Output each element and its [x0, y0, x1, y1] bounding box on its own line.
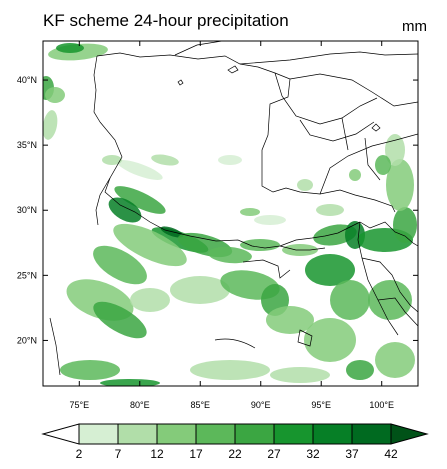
- precip-blob: [60, 360, 120, 380]
- precip-blob: [386, 159, 414, 211]
- map-frame: [42, 40, 419, 387]
- colorbar-swatch: [156, 423, 197, 445]
- precip-blob: [346, 360, 374, 380]
- lon-label: 75°E: [69, 400, 89, 410]
- lon-label: 85°E: [190, 400, 210, 410]
- precip-blob: [102, 155, 122, 165]
- lat-label: 30°N: [17, 205, 37, 215]
- colorbar-level-label: 7: [115, 447, 122, 461]
- precip-blob: [393, 207, 417, 243]
- colorbar-level-label: 22: [228, 447, 242, 461]
- colorbar-level-label: 2: [76, 447, 83, 461]
- precip-blob: [114, 186, 166, 214]
- lat-label: 35°N: [17, 140, 37, 150]
- precip-blob: [349, 169, 361, 181]
- precip-blob: [304, 318, 356, 362]
- precip-blob: [151, 154, 179, 166]
- precip-blob: [93, 301, 147, 339]
- colorbar-low-triangle: [41, 423, 80, 445]
- precip-blob: [368, 280, 412, 320]
- precip-blob: [117, 160, 163, 180]
- colorbar-level-label: 42: [384, 447, 398, 461]
- precip-blob: [208, 246, 252, 264]
- precip-blob: [316, 204, 344, 216]
- precip-blob: [385, 134, 405, 166]
- precip-blob: [45, 87, 65, 103]
- lat-label: 25°N: [17, 270, 37, 280]
- colorbar: 2 7 12 17 22 27 32 37 42: [41, 423, 429, 461]
- precip-blob: [240, 239, 280, 251]
- colorbar-level-label: 27: [267, 447, 281, 461]
- lat-label: 40°N: [17, 75, 37, 85]
- precip-blob: [93, 245, 147, 285]
- precip-blob: [113, 223, 187, 267]
- colorbar-level-label: 12: [150, 447, 164, 461]
- lon-label: 95°E: [311, 400, 331, 410]
- precip-blob: [240, 208, 260, 216]
- precip-blob: [266, 306, 314, 334]
- precip-blob: [100, 379, 160, 386]
- colorbar-level-label: 37: [345, 447, 359, 461]
- lon-label: 90°E: [251, 400, 271, 410]
- colorbar-swatch: [78, 423, 119, 445]
- precip-blob: [130, 288, 170, 312]
- precip-blob: [218, 155, 242, 165]
- precipitation-field: [43, 43, 417, 386]
- colorbar-swatch: [195, 423, 236, 445]
- precip-blob: [305, 254, 355, 286]
- latitude-axis: 40°N 35°N 30°N 25°N 20°N: [17, 75, 418, 345]
- precip-blob: [43, 110, 58, 140]
- precip-blob: [270, 367, 330, 383]
- map-title: KF scheme 24-hour precipitation: [43, 11, 289, 30]
- lon-label: 100°E: [369, 400, 394, 410]
- colorbar-swatch: [234, 423, 275, 445]
- precip-blob: [375, 342, 415, 378]
- lat-label: 20°N: [17, 335, 37, 345]
- lon-label: 80°E: [130, 400, 150, 410]
- colorbar-swatch: [351, 423, 392, 445]
- precip-blob: [330, 280, 370, 320]
- colorbar-swatch: [312, 423, 353, 445]
- precip-blob: [108, 197, 142, 223]
- colorbar-swatch: [117, 423, 158, 445]
- longitude-axis: 75°E 80°E 85°E 90°E 95°E 100°E: [69, 41, 394, 410]
- country-borders: [49, 41, 418, 376]
- precip-blob: [170, 276, 230, 304]
- colorbar-level-label: 17: [189, 447, 203, 461]
- colorbar-level-label: 32: [306, 447, 320, 461]
- precip-blob: [297, 179, 313, 191]
- precip-blob: [190, 360, 270, 380]
- units-label: mm: [402, 18, 427, 35]
- precip-blob: [375, 155, 391, 175]
- precip-blob: [56, 43, 84, 53]
- colorbar-high-triangle: [390, 423, 429, 445]
- precip-blob: [254, 215, 286, 225]
- colorbar-swatch: [273, 423, 314, 445]
